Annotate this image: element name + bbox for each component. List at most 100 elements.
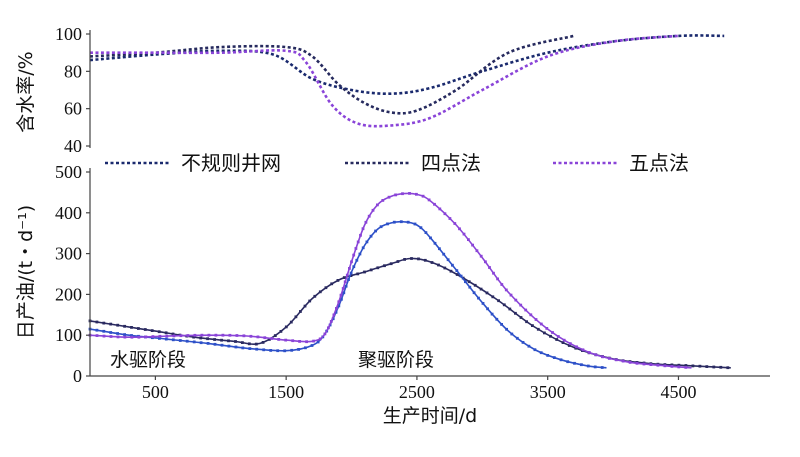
oil-rate-series-marker-five_point_oil [348,267,351,270]
oil-rate-y-tick-label: 300 [55,244,82,264]
oil-rate-series-marker-five_point_oil [327,326,330,330]
oil-rate-series-marker-four_point_oil [472,291,476,295]
oil-rate-series-marker-five_point_oil [305,340,308,344]
oil-rate-series-marker-four_point_oil [276,349,280,353]
oil-rate-series-marker-four_point_oil [248,347,252,350]
oil-rate-series-marker-five_point_oil [144,335,148,339]
oil-rate-series-marker-five_point_oil [123,335,127,339]
oil-rate-series-marker-irregular_oil [342,276,346,279]
oil-rate-series-marker-irregular_oil [294,315,298,319]
oil-rate-series-marker-five_point_oil [256,335,260,339]
oil-rate-series-marker-five_point_oil [371,208,375,212]
oil-rate-series-marker-irregular_oil [430,261,434,264]
oil-rate-series-marker-five_point_oil [642,362,646,366]
oil-rate-series-marker-irregular_oil [369,268,373,272]
oil-rate-series-marker-four_point_oil [527,344,531,348]
oil-rate-series-marker-irregular_oil [318,290,322,294]
oil-rate-series-marker-irregular_oil [199,336,203,340]
oil-rate-series-marker-irregular_oil [143,328,147,331]
oil-rate-series-marker-irregular_oil [555,338,559,341]
oil-rate-series-marker-four_point_oil [424,231,428,234]
oil-rate-series-marker-four_point_oil [379,225,383,229]
oil-rate-series-marker-four_point_oil [566,360,570,364]
oil-rate-series-marker-five_point_oil [684,366,688,369]
oil-rate-series-marker-irregular_oil [417,257,420,261]
oil-rate-series-marker-five_point_oil [484,260,487,264]
oil-rate-series-marker-five_point_oil [394,193,397,197]
oil-rate-series-marker-irregular_oil [303,304,307,308]
water-cut-series-line-irregular [89,34,725,96]
oil-rate-series-marker-four_point_oil [206,342,210,345]
oil-rate-series-marker-four_point_oil [213,342,217,346]
oil-rate-series-marker-five_point_oil [179,334,183,338]
oil-rate-series-marker-five_point_oil [438,207,442,211]
oil-rate-series-marker-irregular_oil [473,283,477,287]
x-tick-label: 2500 [399,382,435,402]
oil-rate-y-tick-label: 100 [55,325,82,345]
oil-rate-series-marker-five_point_oil [298,340,301,343]
oil-rate-series-marker-five_point_oil [614,358,618,362]
oil-rate-series-marker-five_point_oil [356,240,360,244]
oil-rate-series-marker-irregular_oil [536,327,540,331]
oil-rate-series-marker-five_point_oil [318,337,322,341]
water-cut-series-line-four_point [89,34,575,115]
legend-label-four_point: 四点法 [421,151,481,175]
oil-rate-series-marker-five_point_oil [448,217,452,220]
oil-rate-series-marker-irregular_oil [726,366,730,370]
oil-rate-series-marker-irregular_oil [389,262,393,266]
oil-rate-series-marker-irregular_oil [467,280,471,284]
oil-rate-series-marker-four_point_oil [369,234,373,238]
oil-rate-series-marker-five_point_oil [475,249,479,253]
water-flooding-stage-label: 水驱阶段 [110,349,186,371]
x-axis-label: 生产时间/d [383,405,477,427]
oil-rate-series-marker-irregular_oil [349,274,353,277]
oil-rate-series-marker-irregular_oil [324,286,328,290]
oil-rate-series-marker-five_point_oil [529,313,533,317]
oil-rate-series-marker-irregular_oil [268,338,271,341]
oil-rate-series-marker-five_point_oil [551,331,554,334]
oil-rate-series-marker-irregular_oil [273,334,277,337]
oil-rate-series-marker-five_point_oil [172,334,176,338]
oil-rate-series-marker-four_point_oil [241,346,245,350]
oil-rate-series-marker-five_point_oil [670,365,674,368]
x-ticks: 500 1500 2500 3500 4500 [142,376,696,402]
oil-rate-series-marker-four_point_oil [406,220,410,224]
oil-rate-series-marker-five_point_oil [214,333,218,337]
oil-rate-series-marker-five_point_oil [249,334,253,338]
oil-rate-series-marker-five_point_oil [415,192,418,196]
oil-rate-series-marker-five_point_oil [575,345,578,349]
oil-rate-series-marker-five_point_oil [635,361,639,365]
oil-rate-series-marker-five_point_oil [350,260,353,264]
oil-rate-series-marker-five_point_oil [339,293,343,297]
oil-rate-series-marker-four_point_oil [130,334,133,337]
oil-rate-series-marker-four_point_oil [533,348,537,352]
oil-rate-series-marker-five_point_oil [95,334,99,337]
oil-rate-series-marker-irregular_oil [192,335,196,339]
oil-rate-series-marker-five_point_oil [335,307,338,310]
oil-rate-series-marker-five_point_oil [186,334,190,337]
oil-rate-series-marker-irregular_oil [336,279,340,282]
oil-rate-series-marker-four_point_oil [392,220,396,224]
oil-rate-series-marker-five_point_oil [270,337,274,340]
oil-rate-series-marker-five_point_oil [381,199,385,202]
oil-rate-series-marker-four_point_oil [227,344,231,348]
oil-rate-series-marker-irregular_oil [719,365,723,369]
oil-rate-series-marker-five_point_oil [545,327,549,330]
oil-rate-series-marker-four_point_oil [178,339,182,342]
oil-rate-series-marker-four_point_oil [342,291,346,295]
oil-rate-series-marker-irregular_oil [363,270,366,274]
oil-rate-series-marker-four_point_oil [468,285,472,289]
oil-rate-y-tick-label: 200 [55,284,82,304]
water-cut-y-tick-label: 60 [64,99,82,119]
oil-rate-series-marker-irregular_oil [102,321,106,325]
water-cut-y-axis-label: 含水率/% [15,51,37,132]
oil-rate-series-marker-irregular_oil [227,339,230,343]
oil-rate-series-marker-five_point_oil [158,334,162,338]
oil-rate-series-marker-four_point_oil [123,333,126,336]
oil-rate-series-marker-four_point_oil [600,366,604,369]
oil-rate-series-marker-irregular_oil [508,307,512,311]
oil-rate-series-marker-four_point_oil [433,241,437,245]
oil-rate-series-marker-four_point_oil [358,252,362,256]
legend-label-irregular: 不规则井网 [181,151,281,175]
